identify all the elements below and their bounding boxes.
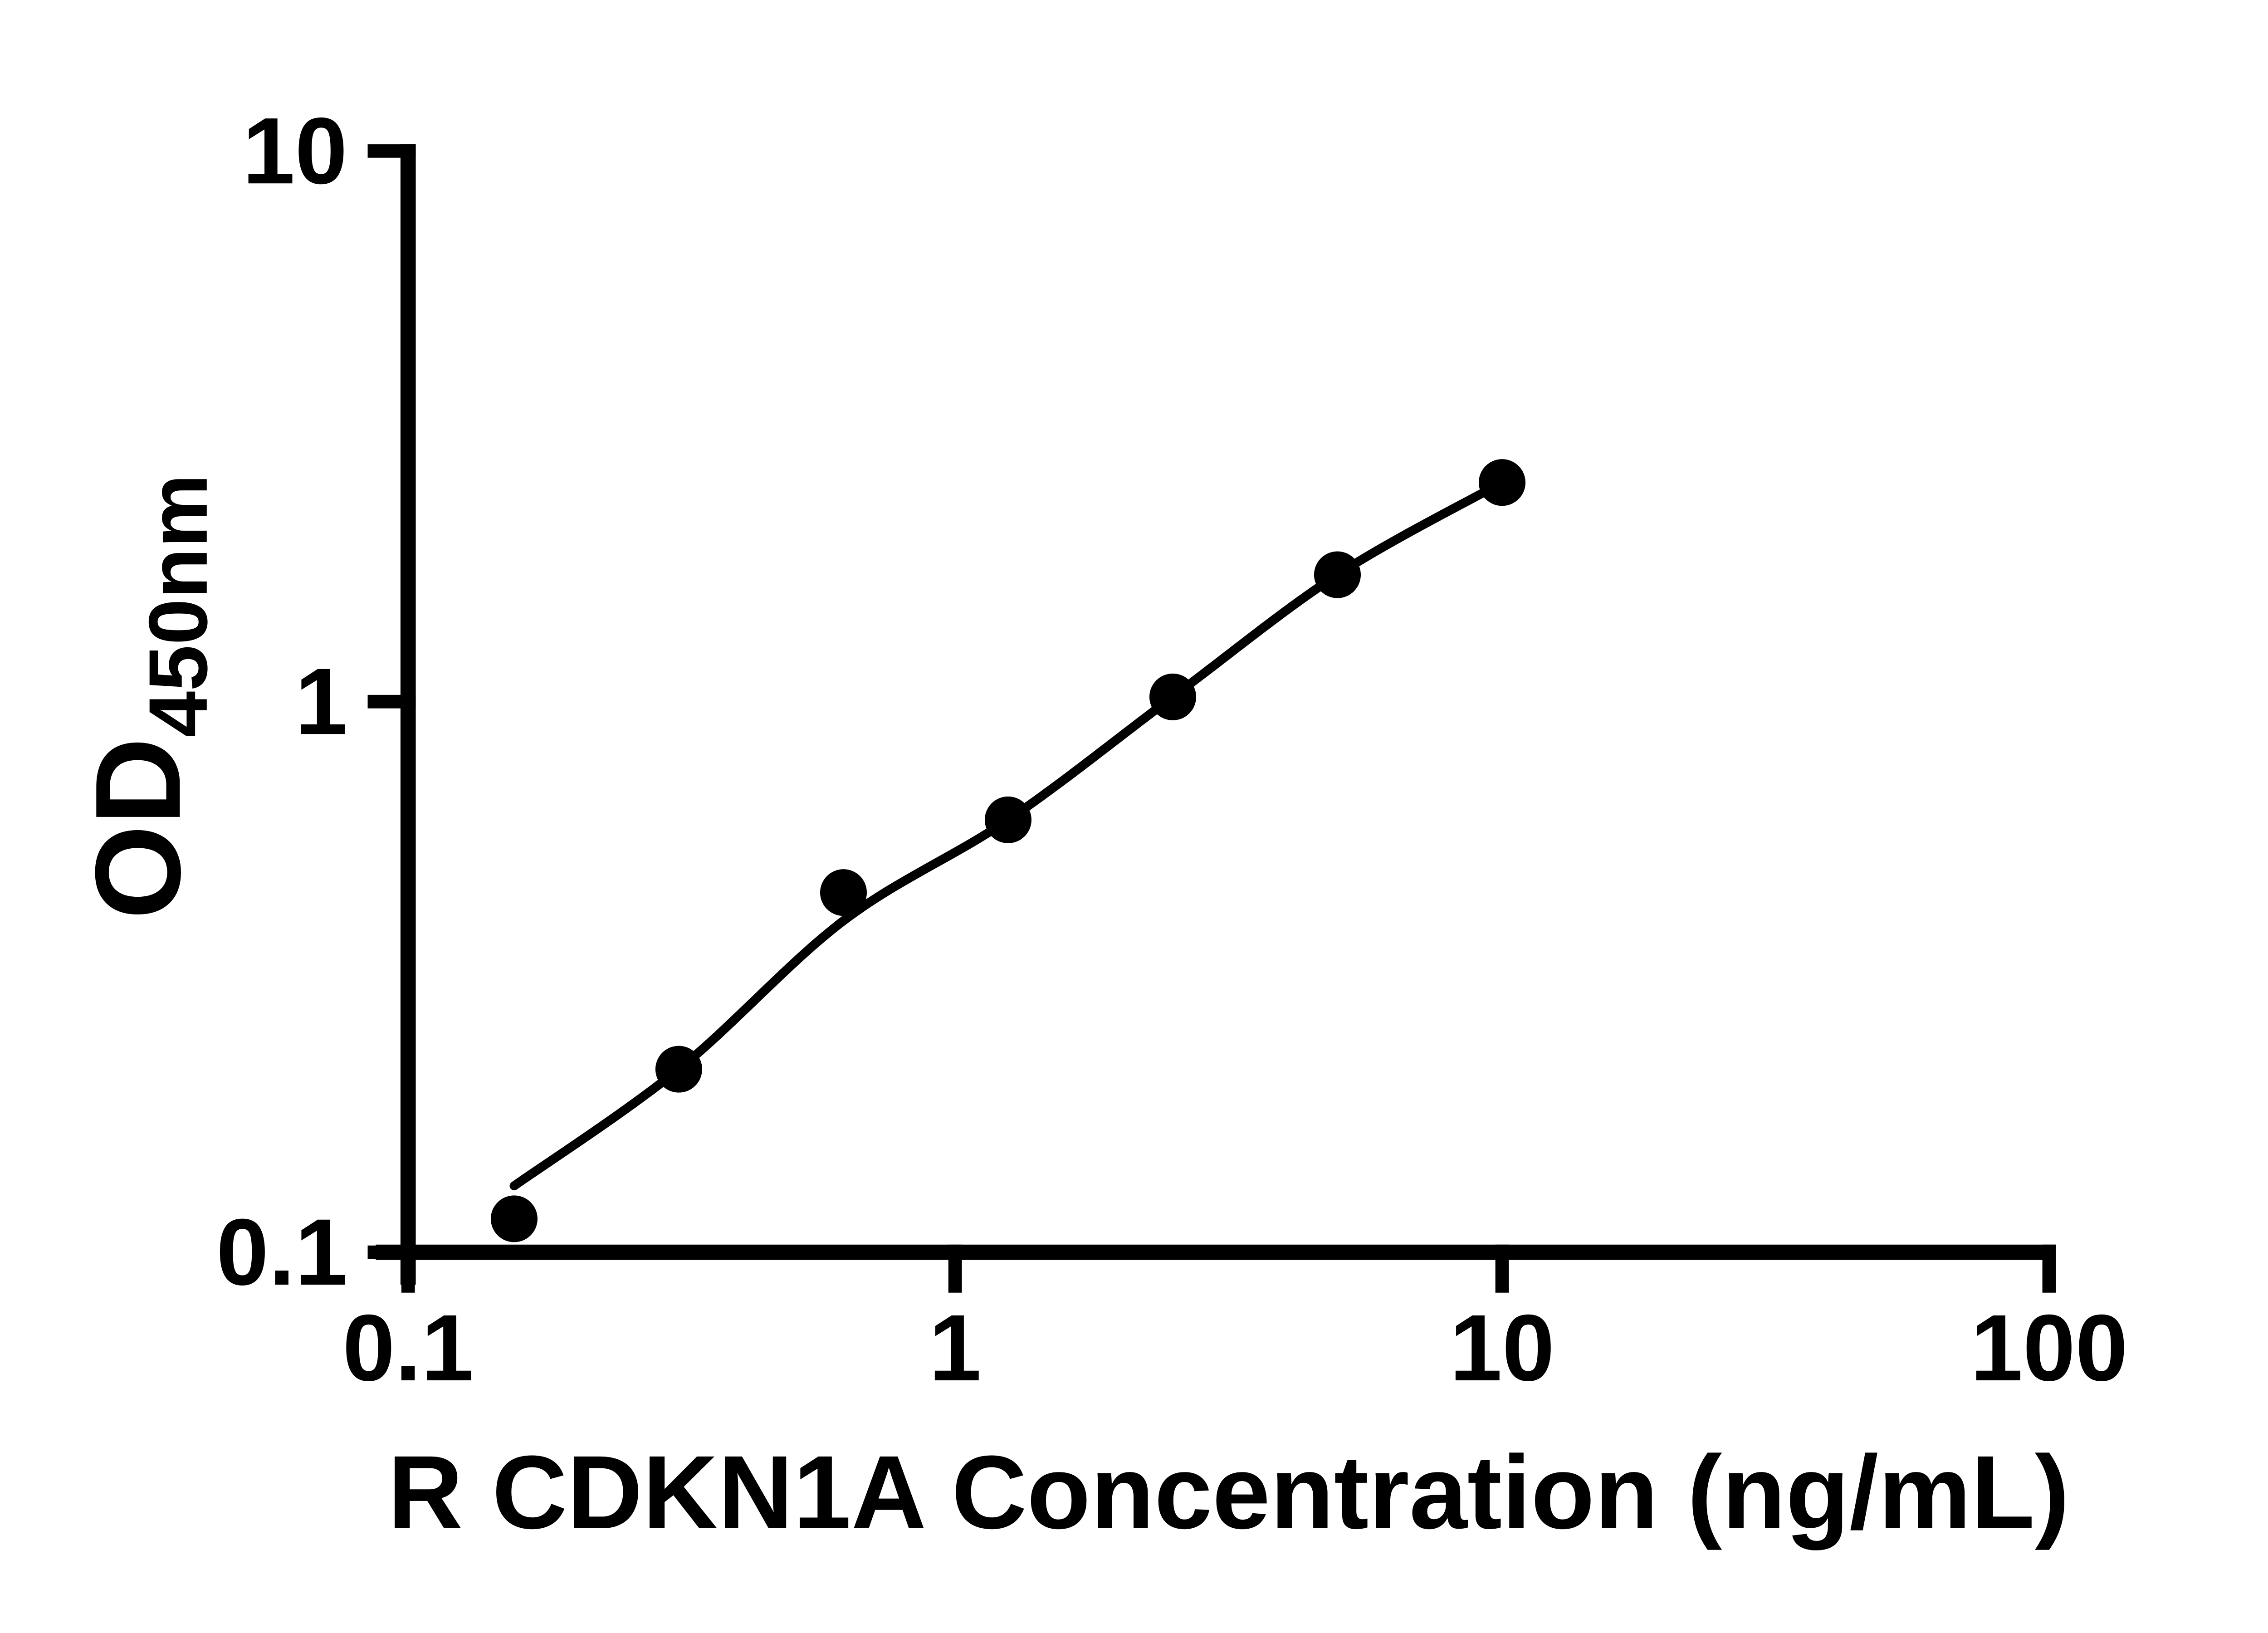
- data-point: [490, 1195, 538, 1242]
- x-axis-tick-label: 10: [1450, 1296, 1554, 1401]
- x-axis-tick-label: 0.1: [342, 1296, 474, 1401]
- data-point: [655, 1046, 702, 1093]
- data-point: [820, 869, 867, 916]
- y-axis-tick-label: 1: [295, 649, 347, 754]
- data-point: [1479, 459, 1526, 506]
- x-axis-tick-label: 1: [929, 1296, 982, 1401]
- data-point: [984, 796, 1031, 843]
- data-point: [1149, 673, 1197, 720]
- y-axis-title-subscript: 450nm: [132, 474, 225, 738]
- x-axis-title: R CDKN1A Concentration (ng/mL): [388, 1434, 2070, 1550]
- y-axis-tick-label: 0.1: [216, 1200, 347, 1305]
- x-axis-tick-label: 100: [1970, 1296, 2128, 1401]
- y-axis-tick-label: 10: [243, 98, 347, 204]
- y-axis-title-main: OD: [70, 738, 205, 919]
- y-axis-title: OD450nm: [70, 474, 224, 919]
- data-point: [1314, 551, 1361, 598]
